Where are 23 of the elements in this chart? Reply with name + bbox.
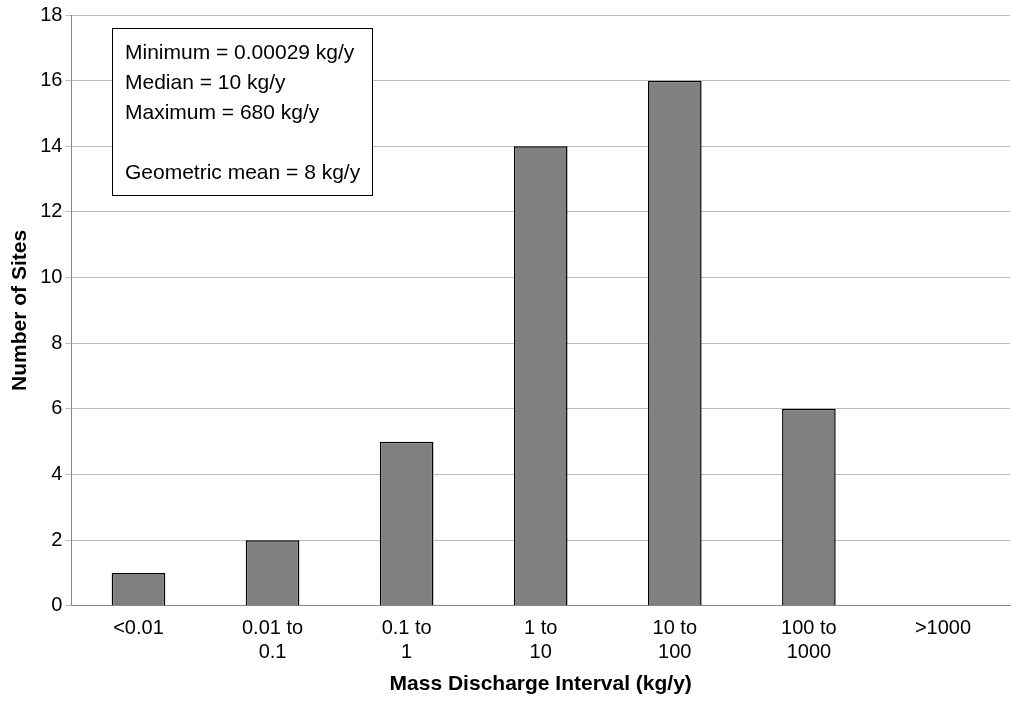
x-tick-label: 1 to 10 [524,616,558,663]
y-tick-label: 12 [40,199,63,222]
annotation: Minimum = 0.00029 kg/y [125,39,356,65]
y-tick-label: 16 [40,68,63,91]
y-tick-label: 18 [40,2,63,25]
annotation: Median = 10 kg/y [125,69,287,95]
annotation: Maximum = 680 kg/y [125,99,321,125]
x-tick-label: >1000 [914,616,972,639]
x-tick-label: <0.01 [113,616,164,639]
y-tick-label: 6 [51,396,63,419]
y-tick-label: 10 [40,265,63,288]
y-axis-title: Number of Sites [7,229,31,391]
y-tick-label: 8 [51,330,63,353]
x-axis-title: Mass Discharge Interval (kg/y) [389,671,692,695]
x-tick-label: 100 to 1000 [781,616,837,663]
y-tick-label: 14 [40,133,63,156]
y-tick-label: 4 [51,462,63,485]
x-tick-label: 10 to 100 [652,616,698,663]
y-tick-label: 2 [51,527,63,550]
x-tick-label: 0.01 to 0.1 [241,616,304,663]
annotation: Geometric mean = 8 kg/y [125,159,361,185]
x-tick-label: 0.1 to 1 [381,616,432,663]
y-tick-label: 0 [51,593,63,616]
